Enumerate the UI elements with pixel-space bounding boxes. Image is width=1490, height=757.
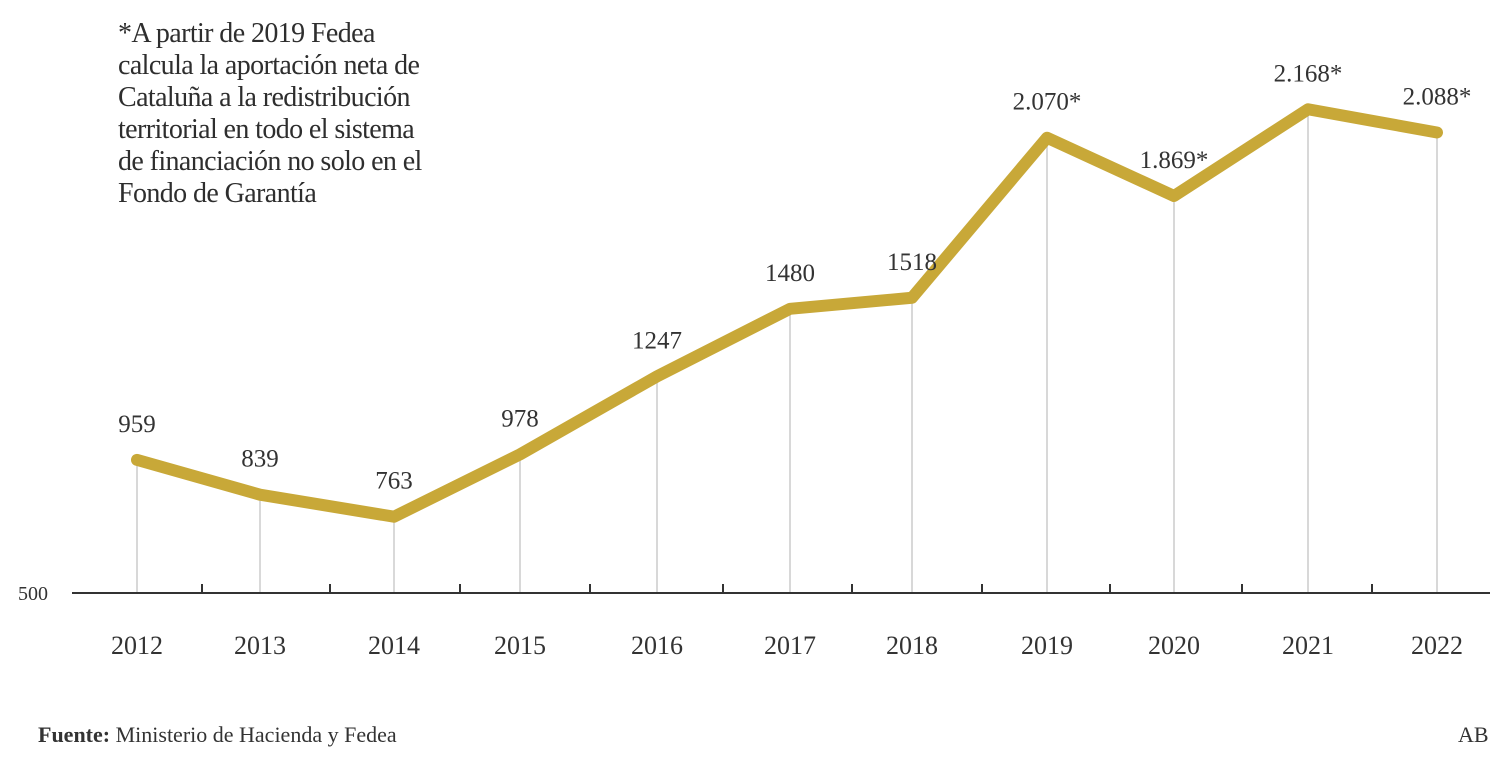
series-line bbox=[131, 103, 1443, 523]
data-label: 2.168* bbox=[1274, 60, 1343, 87]
y-tick-labels: 500 bbox=[18, 583, 48, 605]
x-tick-label: 2022 bbox=[1411, 631, 1463, 660]
note-line: Fondo de Garantía bbox=[118, 178, 317, 209]
note-line: *A partir de 2019 Fedea bbox=[118, 18, 375, 49]
x-tick-label: 2018 bbox=[886, 631, 938, 660]
x-tick-label: 2021 bbox=[1282, 631, 1334, 660]
data-label: 959 bbox=[118, 411, 156, 438]
data-labels: 959 839 763 978 1247 1480 1518 2.070* 1.869* 2.16… bbox=[118, 60, 1471, 494]
methodology-note: *A partir de 2019 Fedea calcula la aport… bbox=[118, 18, 538, 210]
credit: AB bbox=[1458, 722, 1489, 747]
note-line: de financiación no solo en el bbox=[118, 146, 422, 177]
y-tick-label: 500 bbox=[18, 583, 48, 605]
x-tick-label: 2019 bbox=[1021, 631, 1073, 660]
note-line: Cataluña a la redistribución bbox=[118, 82, 410, 113]
x-tick-label: 2020 bbox=[1148, 631, 1200, 660]
x-tick-label: 2016 bbox=[631, 631, 683, 660]
x-tick-label: 2017 bbox=[764, 631, 816, 660]
source-note: Fuente: Ministerio de Hacienda y Fedea bbox=[38, 722, 397, 748]
x-tick-label: 2013 bbox=[234, 631, 286, 660]
x-tick-labels: 2012 2013 2014 2015 2016 2017 2018 2019 2020 2021… bbox=[111, 631, 1463, 660]
series bbox=[131, 103, 1443, 523]
data-label: 1.869* bbox=[1140, 147, 1209, 174]
data-label: 839 bbox=[241, 446, 279, 473]
x-tick-label: 2014 bbox=[368, 631, 420, 660]
data-label: 1518 bbox=[887, 249, 937, 276]
note-line: calcula la aportación neta de bbox=[118, 50, 420, 81]
data-label: 978 bbox=[501, 405, 539, 432]
data-label: 2.088* bbox=[1403, 83, 1472, 110]
droplines bbox=[136, 109, 1438, 593]
data-label: 763 bbox=[375, 468, 413, 495]
x-tick-label: 2012 bbox=[111, 631, 163, 660]
x-axis bbox=[72, 584, 1490, 594]
source-text: Ministerio de Hacienda y Fedea bbox=[115, 722, 397, 747]
source-label: Fuente: bbox=[38, 722, 111, 747]
data-label: 1480 bbox=[765, 260, 815, 287]
data-label: 1247 bbox=[632, 327, 682, 354]
x-tick-label: 2015 bbox=[494, 631, 546, 660]
note-line: territorial en todo el sistema bbox=[118, 114, 415, 145]
data-label: 2.070* bbox=[1013, 89, 1082, 116]
